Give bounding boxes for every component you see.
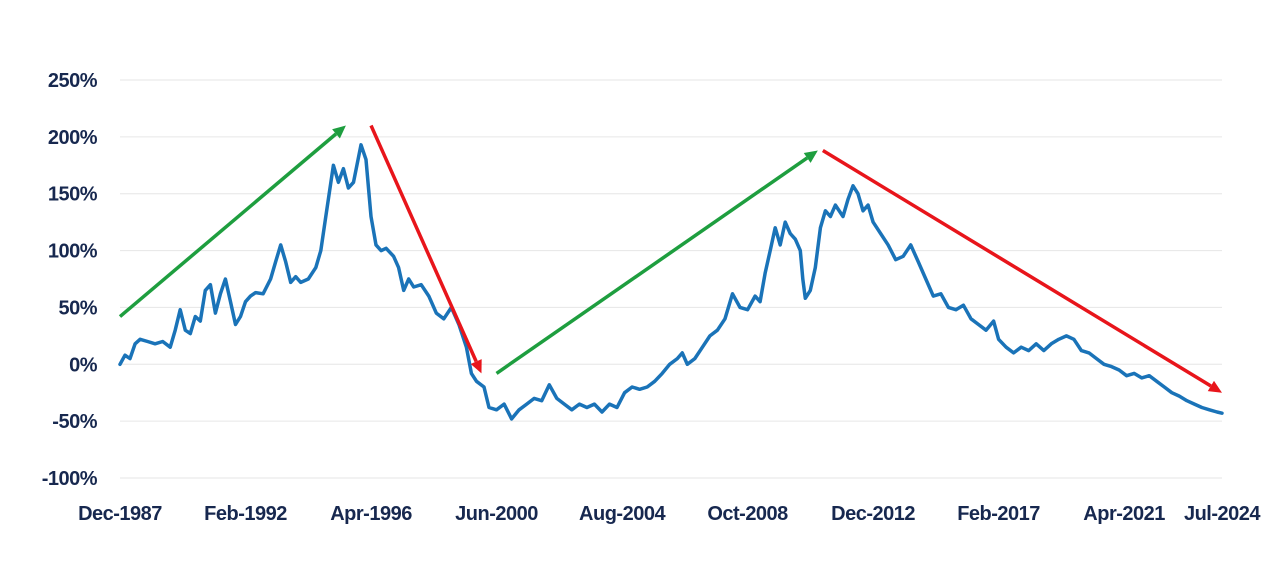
series-layer (118, 143, 1224, 421)
x-tick-label: Aug-2004 (579, 503, 666, 525)
y-tick-label: 0% (69, 354, 98, 376)
x-axis-tick-labels: Dec-1987 Feb-1992 Apr-1996 Jun-2000 Aug-2004… (78, 503, 1262, 525)
y-tick-label: 200% (48, 127, 98, 149)
trend-arrow (821, 149, 1222, 393)
trend-arrow-head (1207, 380, 1222, 393)
x-tick-label: Oct-2008 (707, 503, 788, 525)
y-tick-label: 250% (48, 70, 98, 92)
x-tick-label: Apr-1996 (330, 503, 412, 525)
x-tick-label: Dec-2012 (831, 503, 915, 525)
trend-arrow-shaft (821, 149, 1212, 388)
x-tick-label: Dec-1987 (78, 503, 162, 525)
trend-arrow-head (332, 125, 346, 139)
series-line (118, 143, 1224, 421)
gridlines (120, 79, 1222, 479)
trend-arrow-head (470, 359, 482, 374)
y-axis-tick-labels: 250% 200% 150% 100% 50% 0% -50% -100% (42, 70, 99, 490)
trend-arrow (495, 150, 818, 375)
y-tick-label: -50% (52, 411, 97, 433)
trend-arrows (118, 124, 1222, 393)
trend-arrow-head (803, 150, 818, 163)
x-tick-label: Jul-2024 (1184, 503, 1261, 525)
trend-arrow-shaft (369, 124, 478, 363)
x-tick-label: Apr-2021 (1083, 503, 1165, 525)
x-tick-label: Jun-2000 (455, 503, 538, 525)
y-tick-label: 150% (48, 184, 98, 206)
trend-arrow-shaft (118, 132, 338, 318)
y-tick-label: 100% (48, 241, 98, 263)
y-tick-label: 50% (58, 297, 97, 319)
x-tick-label: Feb-2017 (957, 503, 1040, 525)
trend-arrow (369, 124, 482, 374)
y-tick-label: -100% (42, 468, 98, 490)
trend-arrow (118, 125, 346, 318)
x-tick-label: Feb-1992 (204, 503, 287, 525)
trend-arrow-shaft (495, 156, 809, 375)
